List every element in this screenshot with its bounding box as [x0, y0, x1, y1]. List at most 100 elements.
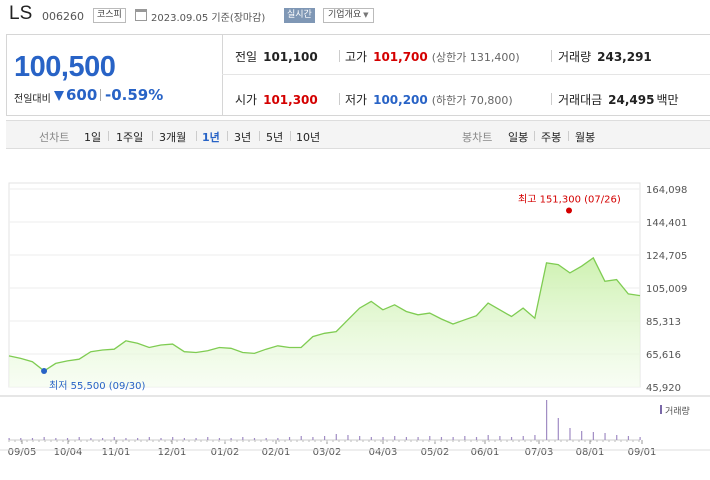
volume-bar	[347, 435, 349, 440]
price-chart[interactable]: 최고 151,300 (07/26) 최저 55,500 (09/30) 164,…	[0, 155, 710, 480]
volume-bar	[137, 438, 139, 440]
volume-bar	[359, 436, 361, 440]
x-tick-label: 03/02	[313, 447, 342, 458]
cell-divider	[339, 93, 340, 105]
upper-limit: (상한가 131,400)	[431, 51, 520, 64]
volume-bar	[183, 438, 185, 440]
volume-bar	[335, 434, 337, 440]
x-tick-label: 05/02	[421, 447, 450, 458]
volume-bar	[66, 438, 69, 440]
tab-divider	[259, 131, 260, 141]
volume-bar	[417, 437, 419, 440]
high-cell: 고가 101,700 (상한가 131,400)	[345, 48, 520, 65]
volume-bar	[475, 437, 478, 440]
x-tick-label: 09/01	[628, 447, 657, 458]
volume-bar	[627, 436, 630, 440]
change-amount: 600	[66, 86, 98, 104]
volume-bar	[43, 437, 45, 440]
volume-bar	[265, 438, 267, 440]
change-divider	[100, 89, 101, 101]
open-cell: 시가 101,300	[235, 91, 318, 108]
volume-bar	[324, 436, 326, 440]
chart-tab-bar: 선차트 1일 1주일 3개월 1년 3년 5년 10년 봉차트 일봉 주봉 월봉	[6, 120, 710, 149]
volume-bar	[288, 437, 291, 440]
volume-bar	[464, 436, 466, 440]
x-tick-label: 10/04	[54, 447, 83, 458]
volume-cell: 거래량 243,291	[558, 48, 652, 65]
volume-bar	[429, 436, 431, 440]
date-basis: 2023.09.05 기준(장마감)	[151, 13, 266, 24]
volume-legend-swatch	[660, 405, 662, 414]
change-label: 전일대비	[14, 94, 51, 105]
low-annotation: 최저 55,500 (09/30)	[49, 380, 145, 392]
quote-divider-vertical	[222, 35, 223, 115]
quote-divider-horizontal	[222, 74, 710, 75]
tab-1d[interactable]: 1일	[84, 131, 102, 144]
tab-3y[interactable]: 3년	[234, 131, 252, 144]
x-tick-label: 07/03	[525, 447, 554, 458]
volume-bar	[487, 435, 489, 440]
tab-daily-candle[interactable]: 일봉	[508, 131, 529, 144]
tab-divider	[196, 131, 197, 141]
volume-bar	[546, 400, 548, 440]
line-chart-label: 선차트	[39, 131, 70, 144]
down-triangle-icon	[54, 91, 64, 101]
x-tick-label: 06/01	[471, 447, 500, 458]
volume-bar	[195, 438, 197, 440]
tab-1y[interactable]: 1년	[202, 131, 220, 144]
cell-divider	[551, 93, 552, 105]
company-profile-dropdown[interactable]: 기업개요 ▼	[323, 8, 374, 23]
tab-monthly-candle[interactable]: 월봉	[575, 131, 596, 144]
high-label: 고가	[345, 50, 368, 64]
volume-bar	[113, 437, 115, 440]
change-percent: -0.59%	[105, 86, 164, 104]
volume-bar	[300, 436, 302, 440]
volume-bar	[253, 438, 256, 440]
x-tick-label: 12/01	[158, 447, 187, 458]
volume-bar	[604, 433, 606, 440]
volume-bar	[55, 438, 57, 440]
volume-bar	[78, 437, 80, 440]
x-tick-label: 04/03	[369, 447, 398, 458]
volume-bar	[207, 437, 209, 440]
tab-3m[interactable]: 3개월	[159, 131, 187, 144]
cell-divider	[551, 50, 552, 62]
stock-name: LS	[9, 3, 33, 24]
realtime-button[interactable]: 실시간	[284, 8, 315, 23]
volume-bar	[534, 435, 536, 440]
tab-10y[interactable]: 10년	[296, 131, 321, 144]
open-label: 시가	[235, 93, 258, 107]
market-badge: 코스피	[93, 8, 126, 23]
volume-bar	[90, 438, 92, 440]
prev-close-cell: 전일 101,100	[235, 48, 318, 65]
volume-bar	[639, 437, 641, 440]
volume-bar	[101, 438, 104, 440]
prev-close-label: 전일	[235, 50, 258, 64]
volume-bar	[20, 438, 22, 440]
turnover-label: 거래대금	[558, 93, 603, 107]
turnover-cell: 거래대금 24,495 백만	[558, 91, 679, 108]
tab-1w[interactable]: 1주일	[116, 131, 144, 144]
price-chart-svg[interactable]: 최고 151,300 (07/26) 최저 55,500 (09/30) 164,…	[0, 155, 710, 480]
tab-5y[interactable]: 5년	[266, 131, 284, 144]
y-tick-label: 124,705	[646, 251, 687, 262]
x-tick-label: 09/05	[8, 447, 37, 458]
low-label: 저가	[345, 93, 368, 107]
volume-bar	[230, 438, 232, 440]
volume-bar	[218, 438, 221, 440]
volume-bar	[452, 437, 454, 440]
volume-bar	[581, 431, 583, 440]
volume-bar	[557, 418, 559, 440]
volume-bar	[148, 437, 150, 440]
lower-limit: (하한가 70,800)	[431, 94, 513, 107]
cell-divider	[339, 50, 340, 62]
y-tick-label: 85,313	[646, 317, 681, 328]
tab-divider	[568, 131, 569, 141]
volume-bar	[510, 437, 513, 440]
price-area	[9, 257, 640, 387]
tab-weekly-candle[interactable]: 주봉	[541, 131, 562, 144]
volume-bar	[616, 435, 618, 440]
x-tick-label: 01/02	[211, 447, 240, 458]
volume-bar	[242, 437, 244, 440]
y-tick-label: 144,401	[646, 218, 687, 229]
